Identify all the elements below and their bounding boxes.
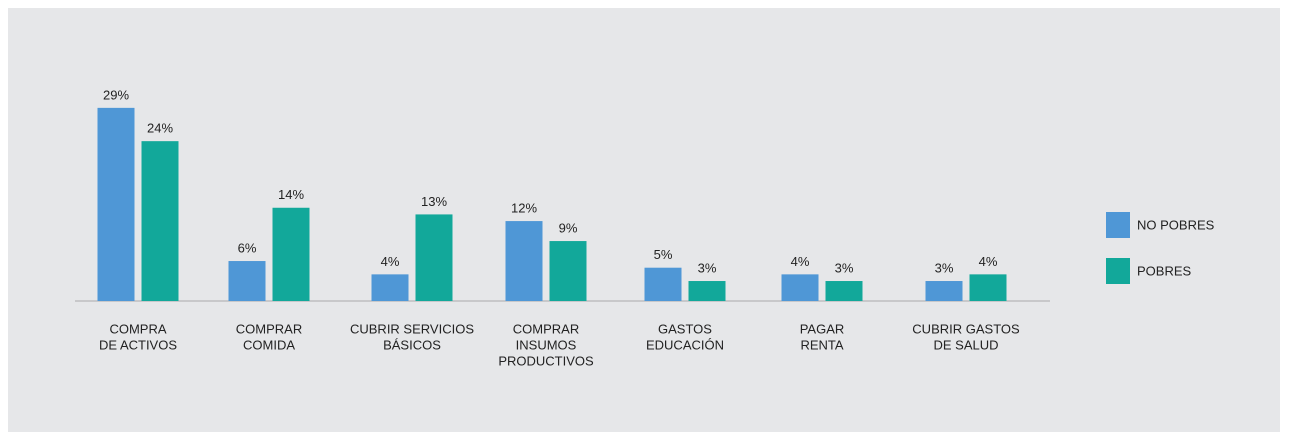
x-tick-label: PRODUCTIVOS	[498, 353, 594, 368]
bar	[925, 281, 963, 301]
data-label: 3%	[698, 260, 717, 275]
data-label: 3%	[835, 260, 854, 275]
x-tick-label: BÁSICOS	[383, 337, 441, 352]
bar	[549, 241, 587, 301]
data-label: 3%	[935, 260, 954, 275]
x-tick-label: DE SALUD	[933, 337, 998, 352]
data-label: 4%	[381, 254, 400, 269]
x-tick-label: COMPRAR	[513, 321, 579, 336]
bar	[825, 281, 863, 301]
bar	[141, 141, 179, 301]
data-label: 9%	[559, 220, 578, 235]
data-label: 24%	[147, 121, 173, 136]
bar	[781, 274, 819, 301]
data-label: 13%	[421, 194, 447, 209]
bar	[97, 107, 135, 301]
x-tick-label: CUBRIR GASTOS	[912, 321, 1020, 336]
bar	[969, 274, 1007, 301]
x-tick-label: COMPRAR	[236, 321, 302, 336]
x-tick-label: PAGAR	[800, 321, 845, 336]
legend-label: POBRES	[1137, 263, 1192, 278]
bar	[415, 214, 453, 301]
x-tick-label: INSUMOS	[516, 337, 577, 352]
data-label: 12%	[511, 201, 537, 216]
x-tick-label: EDUCACIÓN	[646, 337, 724, 352]
bar	[272, 207, 310, 301]
x-tick-label: GASTOS	[658, 321, 712, 336]
x-tick-label: RENTA	[800, 337, 843, 352]
chart-background	[8, 8, 1280, 432]
x-tick-label: COMPRA	[109, 321, 166, 336]
legend-label: NO POBRES	[1137, 217, 1215, 232]
bar	[688, 281, 726, 301]
bar	[371, 274, 409, 301]
bar	[505, 221, 543, 301]
data-label: 6%	[238, 240, 257, 255]
x-tick-label: CUBRIR SERVICIOS	[350, 321, 474, 336]
bar	[644, 267, 682, 301]
bar	[228, 261, 266, 301]
data-label: 14%	[278, 187, 304, 202]
x-tick-label: COMIDA	[243, 337, 295, 352]
x-tick-label: DE ACTIVOS	[99, 337, 177, 352]
legend-swatch	[1106, 212, 1130, 238]
data-label: 4%	[979, 254, 998, 269]
legend-swatch	[1106, 258, 1130, 284]
data-label: 5%	[654, 247, 673, 262]
data-label: 29%	[103, 87, 129, 102]
data-label: 4%	[791, 254, 810, 269]
